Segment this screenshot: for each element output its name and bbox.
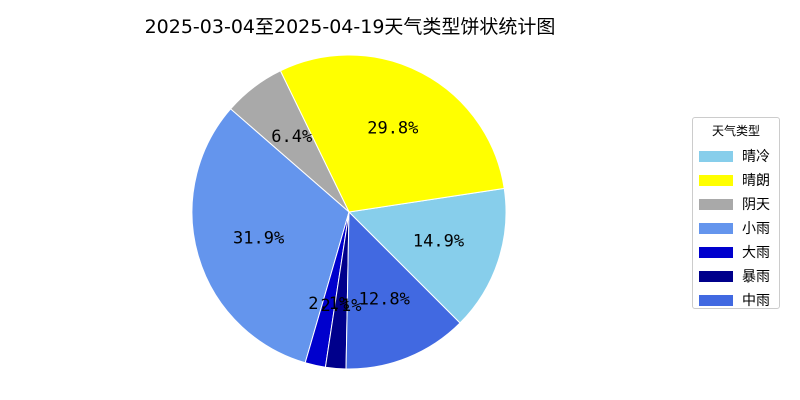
legend-label: 晴朗 [742, 170, 770, 190]
legend-title: 天气类型 [693, 122, 779, 139]
legend-label: 小雨 [742, 218, 770, 238]
slice-percent-label: 2.1% [321, 296, 362, 316]
slice-percent-label: 6.4% [271, 127, 312, 147]
legend-label: 阴天 [742, 194, 770, 214]
legend-swatch [699, 271, 733, 282]
legend-swatch [699, 295, 733, 306]
legend-swatch [699, 223, 733, 234]
legend-label: 暴雨 [742, 266, 770, 286]
legend-item: 中雨 [693, 288, 779, 312]
legend-item: 大雨 [693, 240, 779, 264]
slice-percent-label: 14.9% [413, 231, 464, 251]
slice-percent-label: 12.8% [359, 289, 410, 309]
legend-swatch [699, 199, 733, 210]
legend-swatch [699, 247, 733, 258]
legend-swatch [699, 175, 733, 186]
legend-label: 晴冷 [742, 146, 770, 166]
legend-item: 阴天 [693, 192, 779, 216]
legend-swatch [699, 151, 733, 162]
legend-item: 晴冷 [693, 144, 779, 168]
legend-label: 中雨 [742, 290, 770, 310]
legend-item: 小雨 [693, 216, 779, 240]
legend-label: 大雨 [742, 242, 770, 262]
legend: 天气类型 晴冷晴朗阴天小雨大雨暴雨中雨 [692, 117, 780, 309]
slice-percent-label: 29.8% [367, 119, 418, 139]
legend-item: 晴朗 [693, 168, 779, 192]
legend-item: 暴雨 [693, 264, 779, 288]
slice-percent-label: 31.9% [233, 229, 284, 249]
